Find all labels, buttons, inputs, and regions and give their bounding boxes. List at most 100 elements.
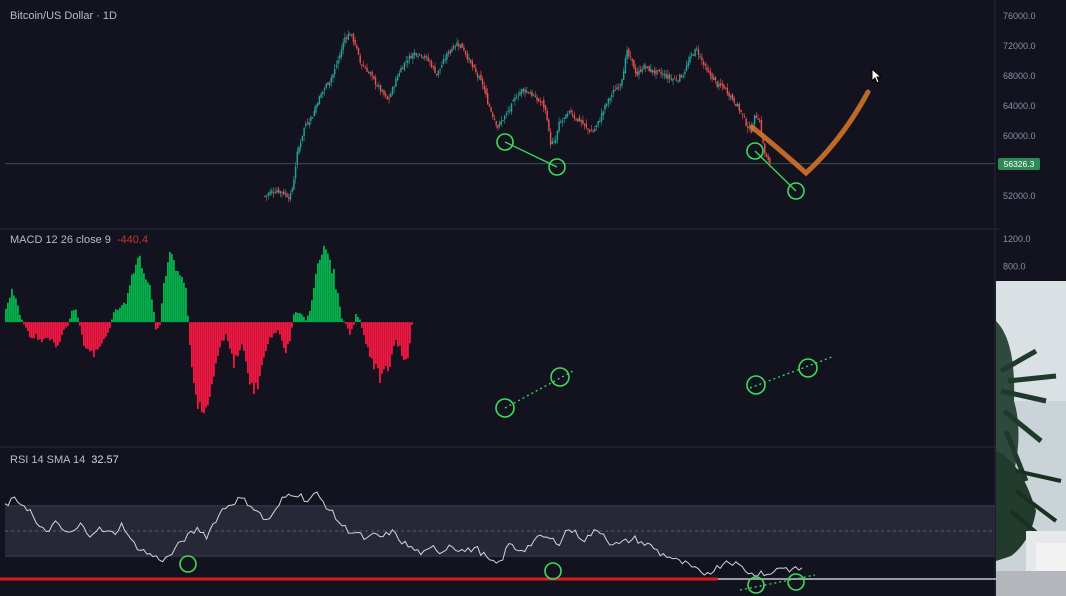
- candle-body: [488, 104, 491, 107]
- price-tick-label: 68000.0: [1003, 71, 1036, 81]
- macd-bar: [383, 322, 385, 370]
- candle-body: [354, 40, 356, 45]
- candle-body: [505, 112, 508, 115]
- candle-body: [549, 131, 552, 145]
- candle-body: [507, 111, 509, 113]
- candle-body: [702, 61, 705, 65]
- candle-body: [650, 68, 652, 73]
- macd-bar: [73, 310, 75, 323]
- candle-body: [589, 130, 591, 132]
- mouse-pointer-icon: [871, 67, 883, 89]
- candle-body: [308, 122, 310, 125]
- candle-body: [514, 97, 516, 101]
- macd-value: -440.4: [116, 234, 149, 246]
- candle-body: [395, 78, 397, 87]
- candle-body: [351, 34, 353, 36]
- candle-body: [560, 121, 562, 123]
- macd-bar: [165, 275, 167, 323]
- candle-body: [532, 94, 535, 96]
- candle-body: [456, 42, 458, 47]
- macd-bar: [325, 249, 327, 323]
- candle-body: [679, 74, 681, 82]
- candle-body: [272, 192, 275, 194]
- candle-body: [621, 79, 623, 86]
- macd-bar: [21, 319, 23, 323]
- divergence-circle: [787, 182, 805, 200]
- macd-bar: [403, 322, 405, 360]
- macd-bar: [211, 322, 213, 385]
- candle-body: [682, 75, 684, 77]
- macd-bar: [145, 279, 147, 323]
- candle-body: [657, 70, 659, 72]
- macd-bar: [277, 322, 279, 331]
- candle-body: [548, 119, 550, 131]
- candle-body: [551, 141, 553, 144]
- candle-body: [476, 72, 479, 77]
- candle-body: [730, 95, 732, 98]
- macd-bar: [87, 322, 89, 349]
- current-price-badge: 56326.3: [998, 157, 1040, 170]
- candle-body: [410, 56, 412, 59]
- candle-body: [675, 79, 678, 81]
- candle-body: [582, 120, 584, 125]
- candle-body: [266, 195, 268, 197]
- macd-bar: [91, 322, 93, 351]
- candle-body: [313, 110, 315, 116]
- macd-bar: [259, 322, 261, 376]
- candle-body: [504, 115, 506, 120]
- candle-body: [735, 103, 737, 107]
- candle-body: [719, 83, 722, 86]
- candle-body: [362, 65, 365, 67]
- candle-body: [553, 141, 555, 143]
- macd-bar: [75, 309, 77, 323]
- macd-bar: [193, 322, 195, 384]
- macd-bar: [245, 322, 247, 362]
- macd-bar: [227, 322, 229, 342]
- macd-bar: [353, 322, 355, 325]
- macd-bar: [95, 322, 97, 350]
- macd-bar: [133, 273, 135, 323]
- macd-bar: [311, 300, 313, 323]
- candle-body: [740, 110, 742, 113]
- macd-bar: [307, 315, 309, 323]
- macd-bar: [363, 322, 365, 336]
- candle-body: [373, 75, 375, 79]
- candle-body: [502, 120, 504, 122]
- candle-body: [310, 116, 312, 121]
- candle-body: [711, 74, 713, 79]
- candle-body: [769, 158, 771, 164]
- price-axis: 76000.0 72000.0 68000.0 64000.0 60000.0 52000…: [5, 11, 1036, 201]
- candle-body: [361, 64, 363, 66]
- candle-body: [468, 57, 470, 60]
- macd-bar: [361, 322, 363, 328]
- candle-body: [555, 139, 557, 143]
- divergence-circle: [550, 367, 570, 387]
- candle-body: [585, 124, 587, 128]
- candle-body: [753, 114, 756, 125]
- macd-bar: [173, 260, 175, 323]
- candle-body: [446, 53, 448, 60]
- macd-bar: [51, 322, 53, 339]
- candle-body: [349, 33, 351, 36]
- candle-body: [510, 103, 513, 112]
- candle-body: [427, 57, 429, 61]
- candle-body: [405, 61, 407, 63]
- macd-bar: [247, 322, 249, 374]
- candle-body: [279, 191, 281, 194]
- candle-body: [670, 78, 672, 80]
- candle-body: [728, 92, 730, 97]
- macd-bar: [111, 319, 113, 323]
- candle-body: [493, 118, 496, 120]
- macd-bar: [143, 273, 145, 323]
- candle-body: [334, 68, 336, 75]
- candle-body: [391, 87, 394, 95]
- price-pane-title: Bitcoin/US Dollar · 1D: [10, 10, 117, 22]
- candle-body: [289, 193, 292, 200]
- candle-body: [480, 74, 482, 80]
- macd-bar: [293, 314, 295, 323]
- macd-bar: [365, 322, 367, 344]
- candle-body: [755, 116, 757, 118]
- macd-bar: [141, 268, 143, 323]
- macd-bar: [375, 322, 377, 365]
